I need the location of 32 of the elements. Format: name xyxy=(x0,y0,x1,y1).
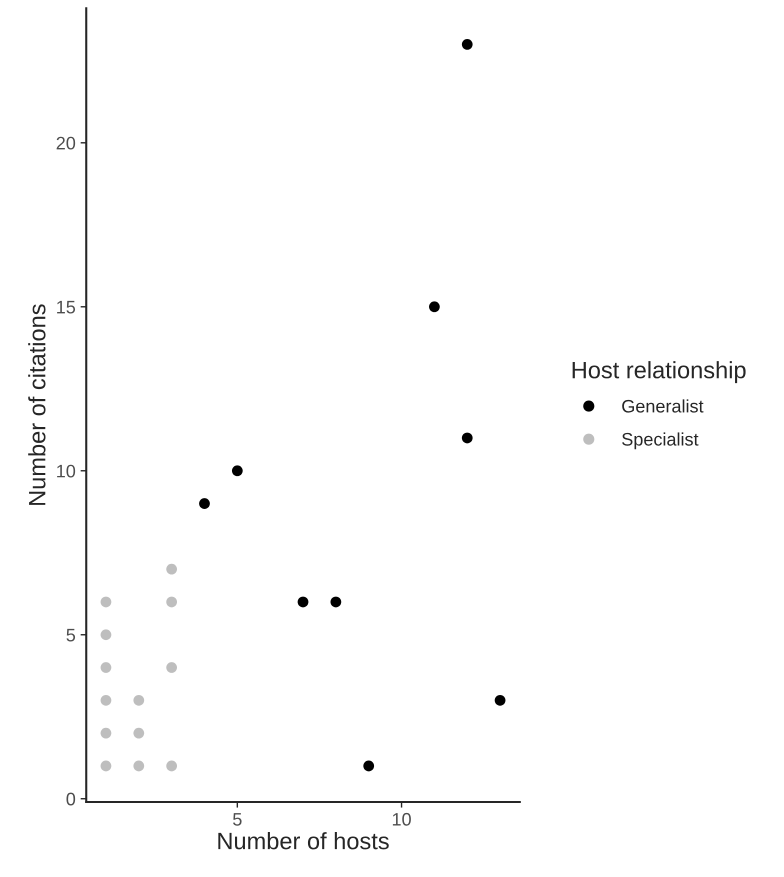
y-tick-label: 10 xyxy=(57,464,76,478)
point xyxy=(166,596,178,608)
y-tick-label: 20 xyxy=(56,136,76,150)
point xyxy=(363,760,374,772)
point xyxy=(166,662,178,673)
y-tick-label: 0 xyxy=(66,792,76,806)
point xyxy=(100,694,112,706)
y-tick-label: 5 xyxy=(66,628,76,642)
y-axis-title: Number of citations xyxy=(28,304,46,505)
point xyxy=(462,39,473,50)
point xyxy=(199,498,210,509)
point xyxy=(330,596,342,608)
point xyxy=(100,629,112,640)
point xyxy=(166,564,178,575)
point xyxy=(100,662,112,673)
point xyxy=(100,596,112,608)
point xyxy=(100,728,112,739)
x-axis-title: Number of hosts xyxy=(218,832,389,850)
legend-label: Generalist xyxy=(622,399,704,413)
point xyxy=(232,465,243,476)
legend-label: Specialist xyxy=(622,432,698,450)
point xyxy=(133,728,144,739)
y-tick-label: 15 xyxy=(57,300,76,314)
legend-title: Host relationship xyxy=(572,361,746,384)
point xyxy=(429,301,440,312)
point xyxy=(100,760,112,772)
point xyxy=(133,760,144,772)
point xyxy=(133,694,144,706)
point xyxy=(494,694,506,706)
point xyxy=(298,596,308,608)
point xyxy=(462,432,473,444)
point xyxy=(166,760,178,772)
